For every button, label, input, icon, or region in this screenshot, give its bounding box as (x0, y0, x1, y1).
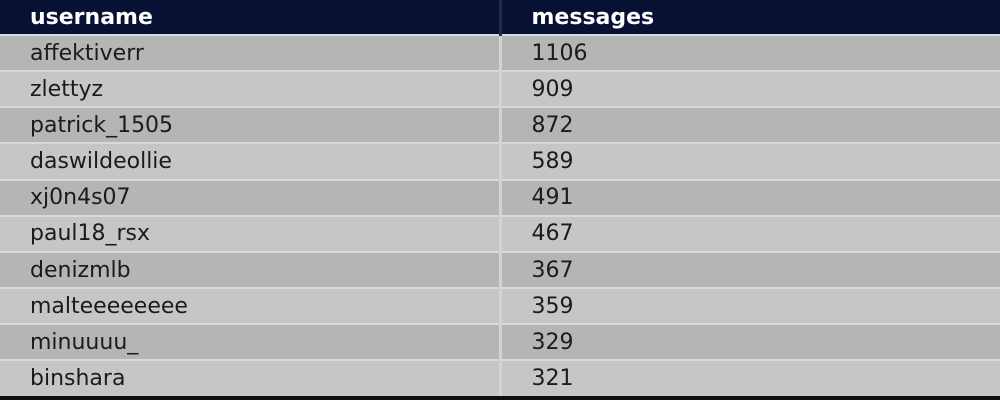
messages-cell: 872 (498, 106, 1000, 144)
table-body: affektiverr 1106 zlettyz 909 patrick_150… (0, 33, 1000, 398)
messages-cell: 909 (498, 70, 1000, 108)
table-row: binshara 321 (0, 359, 1000, 398)
table-row: denizmlb 367 (0, 250, 1000, 289)
username-cell: affektiverr (0, 33, 500, 72)
username-cell: binshara (0, 359, 500, 398)
table-row: affektiverr 1106 (0, 33, 1000, 72)
username-cell: minuuuu_ (0, 323, 500, 361)
column-header-username: username (0, 0, 500, 35)
messages-cell: 329 (498, 323, 1000, 361)
username-cell: patrick_1505 (0, 106, 500, 144)
table-row: daswildeollie 589 (0, 142, 1000, 180)
table-row: zlettyz 909 (0, 70, 1000, 108)
username-cell: xj0n4s07 (0, 178, 500, 216)
username-cell: zlettyz (0, 70, 500, 108)
username-cell: malteeeeeeee (0, 287, 500, 325)
messages-cell: 467 (498, 214, 1000, 252)
table-row: paul18_rsx 467 (0, 214, 1000, 252)
messages-cell: 367 (498, 250, 1000, 289)
table-row: malteeeeeeee 359 (0, 287, 1000, 325)
table-row: patrick_1505 872 (0, 106, 1000, 144)
table-header-row: username messages (0, 0, 1000, 35)
messages-cell: 491 (498, 178, 1000, 216)
username-cell: paul18_rsx (0, 214, 500, 252)
messages-cell: 359 (498, 287, 1000, 325)
messages-cell: 1106 (498, 33, 1000, 72)
column-header-messages: messages (498, 0, 1000, 35)
table-row: minuuuu_ 329 (0, 323, 1000, 361)
messages-cell: 321 (498, 359, 1000, 398)
username-cell: daswildeollie (0, 142, 500, 180)
table-row: xj0n4s07 491 (0, 178, 1000, 216)
table-header: username messages (0, 0, 1000, 35)
username-cell: denizmlb (0, 250, 500, 289)
messages-cell: 589 (498, 142, 1000, 180)
